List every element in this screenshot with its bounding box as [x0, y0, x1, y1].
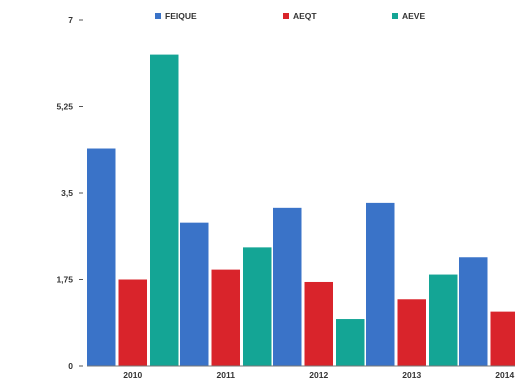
bar-feique-2014 [459, 257, 488, 366]
y-tick-label: 5,25 [56, 102, 73, 112]
bar-feique-2012 [273, 208, 302, 366]
x-tick-label: 2014 [495, 370, 514, 380]
legend-swatch-aeve [392, 13, 398, 19]
bar-aeqt-2011 [212, 270, 241, 366]
legend-swatch-aeqt [283, 13, 289, 19]
bar-aeqt-2014 [491, 312, 515, 366]
legend: FEIQUE AEQT AEVE [155, 11, 425, 21]
legend-label-aeqt: AEQT [293, 11, 317, 21]
legend-swatch-feique [155, 13, 161, 19]
bar-feique-2010 [87, 149, 116, 366]
x-tick-label: 2010 [123, 370, 142, 380]
x-tick-label: 2012 [309, 370, 328, 380]
y-tick-label: 0 [68, 361, 73, 371]
bar-aeqt-2013 [398, 299, 427, 366]
bar-aeqt-2012 [305, 282, 334, 366]
bars [87, 55, 515, 366]
y-tick-label: 7 [68, 15, 73, 25]
bar-aeve-2012 [336, 319, 365, 366]
bar-aeqt-2010 [119, 280, 148, 367]
bar-aeve-2011 [243, 247, 272, 366]
y-tick-label: 3,5 [61, 188, 73, 198]
y-tick-label: 1,75 [56, 275, 73, 285]
x-tick-label: 2011 [217, 370, 236, 380]
x-tick-label: 2013 [402, 370, 421, 380]
bar-feique-2011 [180, 223, 209, 366]
legend-label-feique: FEIQUE [165, 11, 197, 21]
bar-aeve-2010 [150, 55, 179, 366]
bar-feique-2013 [366, 203, 395, 366]
y-axis: 0 1,75 3,5 5,25 7 [56, 15, 83, 371]
legend-label-aeve: AEVE [402, 11, 425, 21]
x-axis: 2010 2011 2012 2013 2014 [87, 366, 515, 380]
bar-aeve-2013 [429, 275, 458, 366]
